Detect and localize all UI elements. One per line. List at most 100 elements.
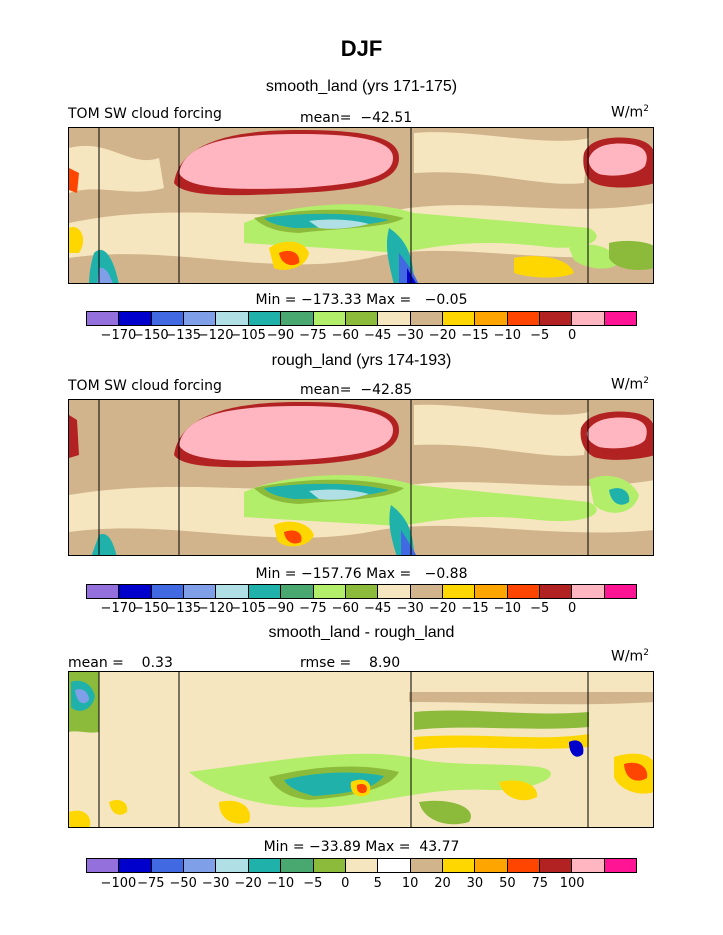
colorbar-tick-label: −10 <box>493 601 522 616</box>
colorbar-tick-label: −90 <box>266 601 295 616</box>
colorbar-tick-label: −105 <box>230 328 266 343</box>
colorbar-swatch <box>216 585 249 598</box>
colorbar-swatch <box>475 859 508 872</box>
colorbar-swatch <box>281 859 314 872</box>
colorbar-tick-label: 5 <box>373 876 382 891</box>
colorbar-swatch <box>378 312 411 325</box>
colorbar-tick-label: −60 <box>331 328 359 343</box>
panel-3-colorbar <box>86 858 637 873</box>
panel-2-colorbar-labels: −170 −150 −135 −120 −105 −90 −75 −60 −45 −30 −20 −1… <box>86 601 637 617</box>
panel-3-mean-label: mean = 0.33 <box>68 655 173 671</box>
colorbar-tick-label: −30 <box>201 876 230 891</box>
colorbar-tick-label: 10 <box>401 876 419 891</box>
colorbar-swatch <box>604 585 637 598</box>
colorbar-swatch <box>87 585 120 598</box>
colorbar-swatch <box>151 585 185 598</box>
colorbar-tick-label: 20 <box>434 876 451 891</box>
colorbar-tick-label: −45 <box>363 328 392 343</box>
colorbar-swatch <box>313 312 346 325</box>
panel-3-units: W/m2 <box>611 648 649 665</box>
colorbar-tick-label: −105 <box>230 601 266 616</box>
panel-3-rmse-label: rmse = 8.90 <box>300 655 401 671</box>
colorbar-tick-label: −120 <box>197 328 234 343</box>
colorbar-swatch <box>410 585 443 598</box>
panel-3-title: smooth_land - rough_land <box>268 624 455 641</box>
colorbar-swatch <box>87 859 120 872</box>
colorbar-swatch <box>151 312 185 325</box>
figure-title: DJF <box>340 36 383 61</box>
colorbar-swatch <box>184 312 217 325</box>
colorbar-swatch <box>475 312 508 325</box>
colorbar-tick-label: 50 <box>499 876 516 891</box>
colorbar-tick-label: 100 <box>559 876 585 891</box>
colorbar-tick-label: −20 <box>234 876 262 891</box>
colorbar-swatch <box>507 585 541 598</box>
colorbar-swatch <box>119 859 152 872</box>
colorbar-swatch <box>540 585 573 598</box>
colorbar-tick-label: −90 <box>266 328 295 343</box>
colorbar-swatch <box>151 859 185 872</box>
panel-2-minmax: Min = −157.76 Max = −0.88 <box>255 566 468 582</box>
colorbar-swatch <box>216 312 249 325</box>
colorbar-swatch <box>184 585 217 598</box>
colorbar-tick-label: −5 <box>303 876 323 891</box>
colorbar-swatch <box>281 312 314 325</box>
panel-1-variable-label: TOM SW cloud forcing <box>68 106 222 122</box>
colorbar-swatch <box>87 312 120 325</box>
colorbar-swatch <box>604 859 637 872</box>
colorbar-swatch <box>248 312 282 325</box>
colorbar-tick-label: −30 <box>396 601 424 616</box>
panel-1-units: W/m2 <box>611 104 649 121</box>
colorbar-swatch <box>184 859 217 872</box>
colorbar-tick-label: −60 <box>331 601 359 616</box>
colorbar-tick-label: −75 <box>299 328 327 343</box>
panel-2-variable-label: TOM SW cloud forcing <box>68 378 222 394</box>
colorbar-swatch <box>119 312 152 325</box>
colorbar-swatch <box>572 859 605 872</box>
colorbar-tick-label: 0 <box>341 876 350 891</box>
colorbar-tick-label: −15 <box>461 328 489 343</box>
colorbar-tick-label: 0 <box>568 601 577 616</box>
panel-1-map <box>68 127 654 284</box>
panel-1-minmax: Min = −173.33 Max = −0.05 <box>255 292 468 308</box>
colorbar-swatch <box>540 312 573 325</box>
panel-1-colorbar <box>86 311 637 326</box>
colorbar-tick-label: −75 <box>299 601 327 616</box>
panel-1-title: smooth_land (yrs 171-175) <box>265 78 458 95</box>
colorbar-tick-label: −10 <box>266 876 295 891</box>
colorbar-tick-label: 30 <box>466 876 484 891</box>
colorbar-swatch <box>313 859 346 872</box>
colorbar-swatch <box>248 859 282 872</box>
colorbar-tick-label: −170 <box>100 328 137 343</box>
colorbar-tick-label: −10 <box>493 328 522 343</box>
panel-2-colorbar <box>86 584 637 599</box>
colorbar-tick-label: −5 <box>530 328 550 343</box>
colorbar-swatch <box>378 585 411 598</box>
colorbar-tick-label: −15 <box>461 601 489 616</box>
panel-3-minmax: Min = −33.89 Max = 43.77 <box>263 839 460 855</box>
colorbar-tick-label: −50 <box>169 876 197 891</box>
colorbar-tick-label: −150 <box>132 601 169 616</box>
colorbar-tick-label: −75 <box>137 876 165 891</box>
colorbar-swatch <box>572 312 605 325</box>
panel-2-units: W/m2 <box>611 376 649 393</box>
colorbar-tick-label: −150 <box>132 328 169 343</box>
colorbar-swatch <box>442 312 476 325</box>
colorbar-swatch <box>442 585 476 598</box>
panel-3-colorbar-labels: −100 −75 −50 −30 −20 −10 −5 0 5 10 20 30 50 75 100 <box>86 876 637 892</box>
panel-1-mean-label: mean= −42.51 <box>300 110 413 126</box>
colorbar-swatch <box>410 312 443 325</box>
colorbar-tick-label: −135 <box>165 328 202 343</box>
panel-3-map <box>68 671 654 828</box>
colorbar-tick-label: −5 <box>530 601 550 616</box>
colorbar-tick-label: 75 <box>531 876 549 891</box>
colorbar-tick-label: −120 <box>197 601 234 616</box>
colorbar-swatch <box>475 585 508 598</box>
colorbar-swatch <box>248 585 282 598</box>
colorbar-swatch <box>345 585 379 598</box>
colorbar-tick-label: −20 <box>428 601 457 616</box>
colorbar-tick-label: −170 <box>100 601 137 616</box>
colorbar-swatch <box>507 312 541 325</box>
colorbar-tick-label: −30 <box>396 328 424 343</box>
colorbar-tick-label: −135 <box>165 601 202 616</box>
